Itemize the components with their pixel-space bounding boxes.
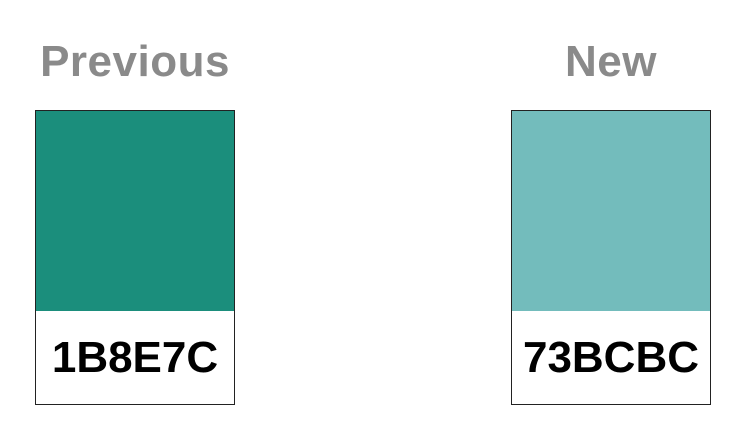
previous-color-card: 1B8E7C	[35, 110, 235, 405]
previous-color-swatch	[36, 111, 234, 311]
new-color-swatch	[512, 111, 710, 311]
previous-hex-code: 1B8E7C	[51, 333, 219, 382]
previous-label: Previous	[40, 37, 230, 86]
new-label: New	[565, 37, 657, 86]
new-color-card: 73BCBC	[511, 110, 711, 405]
new-hex-code: 73BCBC	[522, 333, 700, 382]
